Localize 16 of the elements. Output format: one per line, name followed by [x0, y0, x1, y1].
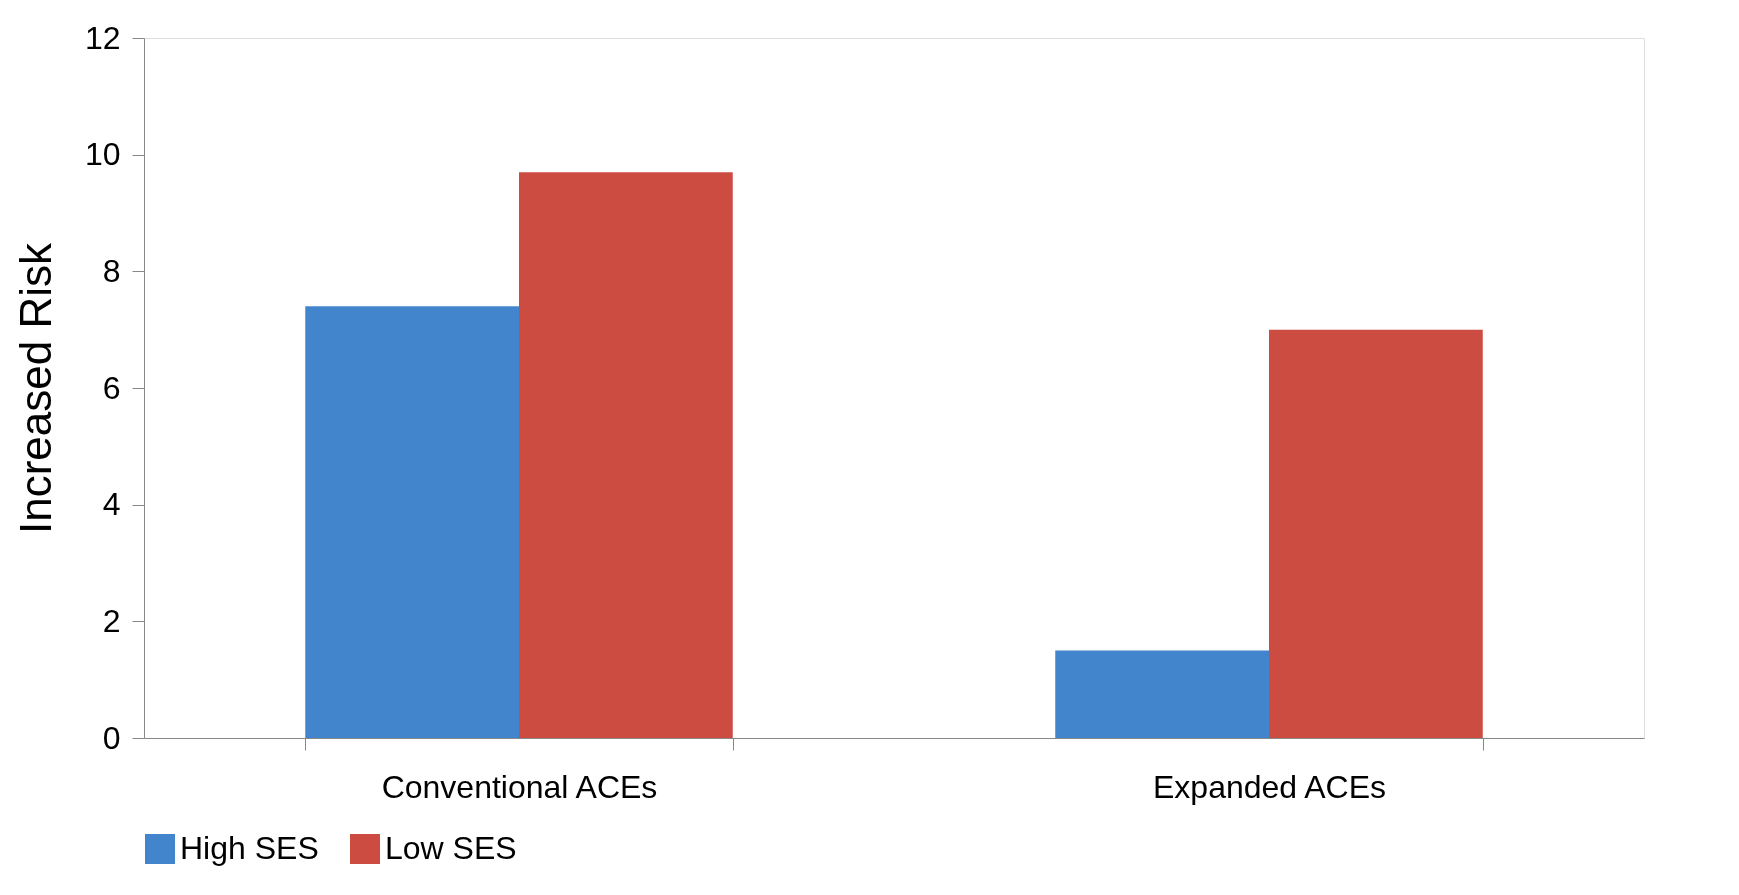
bar — [1055, 650, 1269, 738]
y-tick-label: 8 — [102, 252, 121, 289]
bar — [1269, 329, 1483, 738]
x-tick-label: Conventional ACEs — [381, 768, 658, 805]
y-tick-label: 10 — [84, 136, 121, 173]
bar — [519, 172, 733, 738]
y-tick-label: 0 — [102, 719, 121, 756]
legend-label: Low SES — [385, 830, 517, 866]
y-tick-label: 2 — [102, 602, 121, 639]
x-tick-label: Expanded ACEs — [1152, 768, 1387, 805]
bar — [305, 306, 519, 738]
legend-label: High SES — [180, 830, 319, 866]
y-tick-label: 6 — [102, 369, 121, 406]
y-tick-label: 4 — [102, 486, 121, 523]
y-tick-label: 12 — [84, 19, 121, 56]
y-axis-title: Increased Risk — [10, 242, 60, 535]
